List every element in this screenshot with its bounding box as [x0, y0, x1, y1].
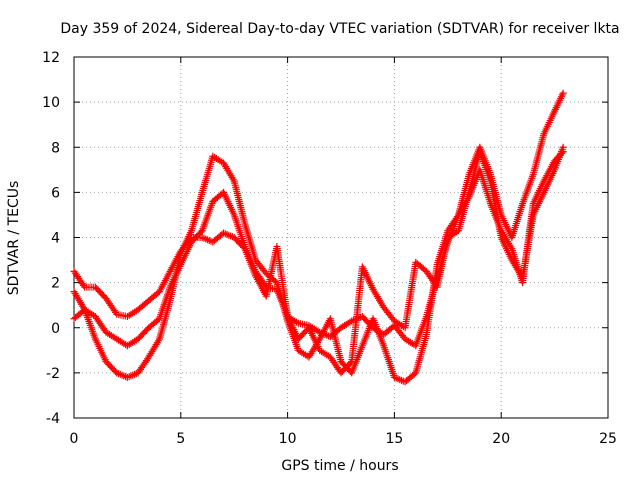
x-tick-label: 25 — [599, 431, 617, 447]
data-points — [70, 89, 567, 386]
axis-ticks: 0 5 10 15 20 25 -4 -2 0 2 4 6 8 10 12 — [42, 50, 617, 447]
x-tick-label: 15 — [385, 431, 403, 447]
chart-title: Day 359 of 2024, Sidereal Day-to-day VTE… — [60, 21, 619, 37]
x-axis-label: GPS time / hours — [281, 458, 398, 474]
y-tick-label: 10 — [42, 95, 60, 111]
series-trace-3 — [70, 143, 567, 377]
y-tick-label: 4 — [51, 231, 60, 247]
data-point — [559, 143, 567, 151]
data-marker — [186, 235, 194, 243]
y-tick-label: -2 — [46, 366, 60, 382]
y-tick-label: 0 — [51, 321, 60, 337]
y-axis-label: SDTVAR / TECUs — [6, 181, 22, 296]
x-tick-label: 10 — [279, 431, 297, 447]
x-tick-label: 20 — [492, 431, 510, 447]
y-tick-label: 12 — [42, 50, 60, 66]
y-tick-label: -4 — [46, 411, 60, 427]
y-tick-label: 6 — [51, 185, 60, 201]
y-tick-label: 8 — [51, 140, 60, 156]
data-point — [559, 89, 567, 97]
x-tick-label: 0 — [70, 431, 79, 447]
x-tick-label: 5 — [176, 431, 185, 447]
data-marker — [346, 359, 354, 367]
y-tick-label: 2 — [51, 276, 60, 292]
